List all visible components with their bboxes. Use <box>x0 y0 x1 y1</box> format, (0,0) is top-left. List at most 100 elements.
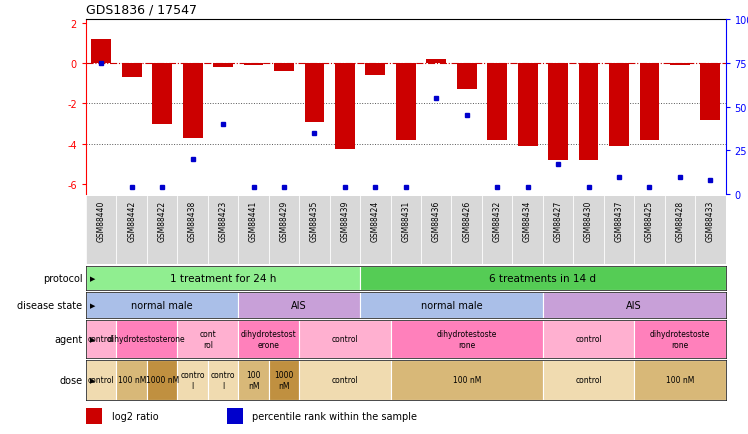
Text: GSM88427: GSM88427 <box>554 200 562 241</box>
Text: cont
rol: cont rol <box>200 329 216 349</box>
Text: contro
l: contro l <box>211 371 236 390</box>
Bar <box>208 360 239 400</box>
Text: GSM88433: GSM88433 <box>706 200 715 241</box>
Text: GSM88438: GSM88438 <box>188 200 197 241</box>
Text: log2 ratio: log2 ratio <box>111 411 159 421</box>
Bar <box>543 360 634 400</box>
Bar <box>86 293 239 318</box>
Bar <box>91 40 111 64</box>
Bar <box>579 64 598 161</box>
Text: normal male: normal male <box>132 300 193 310</box>
Text: ▶: ▶ <box>90 336 95 342</box>
Bar <box>634 320 726 358</box>
Bar <box>634 360 726 400</box>
Bar <box>213 64 233 68</box>
Text: 100 nM: 100 nM <box>453 376 481 385</box>
Text: 1000 nM: 1000 nM <box>146 376 179 385</box>
Bar <box>117 360 147 400</box>
Bar <box>274 64 294 72</box>
Text: control: control <box>88 335 114 344</box>
Text: GSM88424: GSM88424 <box>371 200 380 241</box>
Bar <box>183 64 203 138</box>
Text: GSM88434: GSM88434 <box>523 200 532 241</box>
Text: GSM88431: GSM88431 <box>401 200 411 241</box>
Text: ▶: ▶ <box>90 275 95 281</box>
Bar <box>670 64 690 66</box>
Text: GSM88429: GSM88429 <box>280 200 289 241</box>
Bar <box>700 64 720 120</box>
Text: GSM88423: GSM88423 <box>218 200 227 241</box>
Text: dihydrotestoste
rone: dihydrotestoste rone <box>437 329 497 349</box>
Bar <box>426 60 446 64</box>
Bar <box>487 64 507 140</box>
Text: control: control <box>88 376 114 385</box>
Text: GSM88428: GSM88428 <box>675 200 684 241</box>
Text: GSM88422: GSM88422 <box>158 200 167 241</box>
Text: GSM88435: GSM88435 <box>310 200 319 241</box>
Text: control: control <box>331 335 358 344</box>
Text: 100
nM: 100 nM <box>246 371 261 390</box>
Text: control: control <box>331 376 358 385</box>
Bar <box>86 320 117 358</box>
Bar <box>609 64 629 146</box>
Bar <box>239 320 299 358</box>
Bar <box>299 320 390 358</box>
Bar <box>147 360 177 400</box>
Bar <box>177 360 208 400</box>
Text: GSM88425: GSM88425 <box>645 200 654 241</box>
Text: dose: dose <box>59 375 82 385</box>
Text: normal male: normal male <box>420 300 482 310</box>
Bar <box>239 360 269 400</box>
Bar <box>518 64 538 146</box>
Text: ▶: ▶ <box>90 302 95 308</box>
Text: control: control <box>575 335 602 344</box>
Text: GDS1836 / 17547: GDS1836 / 17547 <box>86 3 197 16</box>
Bar <box>299 360 390 400</box>
Text: 100 nM: 100 nM <box>117 376 146 385</box>
Bar <box>269 360 299 400</box>
Text: protocol: protocol <box>43 273 82 283</box>
Text: GSM88441: GSM88441 <box>249 200 258 241</box>
Bar <box>244 64 263 66</box>
Text: dihydrotestoste
rone: dihydrotestoste rone <box>650 329 710 349</box>
Text: 1000
nM: 1000 nM <box>275 371 294 390</box>
Text: 1 treatment for 24 h: 1 treatment for 24 h <box>170 273 276 283</box>
Bar <box>366 64 385 76</box>
Bar <box>543 320 634 358</box>
Text: GSM88426: GSM88426 <box>462 200 471 241</box>
Bar <box>117 320 177 358</box>
Text: agent: agent <box>54 334 82 344</box>
Text: disease state: disease state <box>17 300 82 310</box>
Text: ▶: ▶ <box>90 377 95 383</box>
Bar <box>239 293 360 318</box>
Text: contro
l: contro l <box>180 371 205 390</box>
Bar <box>177 320 239 358</box>
Text: AIS: AIS <box>292 300 307 310</box>
Text: dihydrotestosterone: dihydrotestosterone <box>108 335 186 344</box>
Text: GSM88430: GSM88430 <box>584 200 593 241</box>
Text: control: control <box>575 376 602 385</box>
Text: GSM88439: GSM88439 <box>340 200 349 241</box>
Text: GSM88432: GSM88432 <box>493 200 502 241</box>
Bar <box>86 408 102 424</box>
Bar <box>390 360 543 400</box>
Text: GSM88440: GSM88440 <box>96 200 105 241</box>
Bar <box>227 408 242 424</box>
Text: 6 treatments in 14 d: 6 treatments in 14 d <box>489 273 596 283</box>
Text: AIS: AIS <box>626 300 642 310</box>
Text: dihydrotestost
erone: dihydrotestost erone <box>241 329 297 349</box>
Text: percentile rank within the sample: percentile rank within the sample <box>252 411 417 421</box>
Bar <box>86 266 360 290</box>
Bar <box>640 64 659 140</box>
Bar <box>153 64 172 124</box>
Bar <box>457 64 476 90</box>
Bar <box>360 266 726 290</box>
Text: 100 nM: 100 nM <box>666 376 694 385</box>
Text: GSM88436: GSM88436 <box>432 200 441 241</box>
Text: GSM88442: GSM88442 <box>127 200 136 241</box>
Bar <box>390 320 543 358</box>
Bar <box>122 64 141 78</box>
Bar <box>360 293 543 318</box>
Bar <box>304 64 325 122</box>
Bar <box>335 64 355 149</box>
